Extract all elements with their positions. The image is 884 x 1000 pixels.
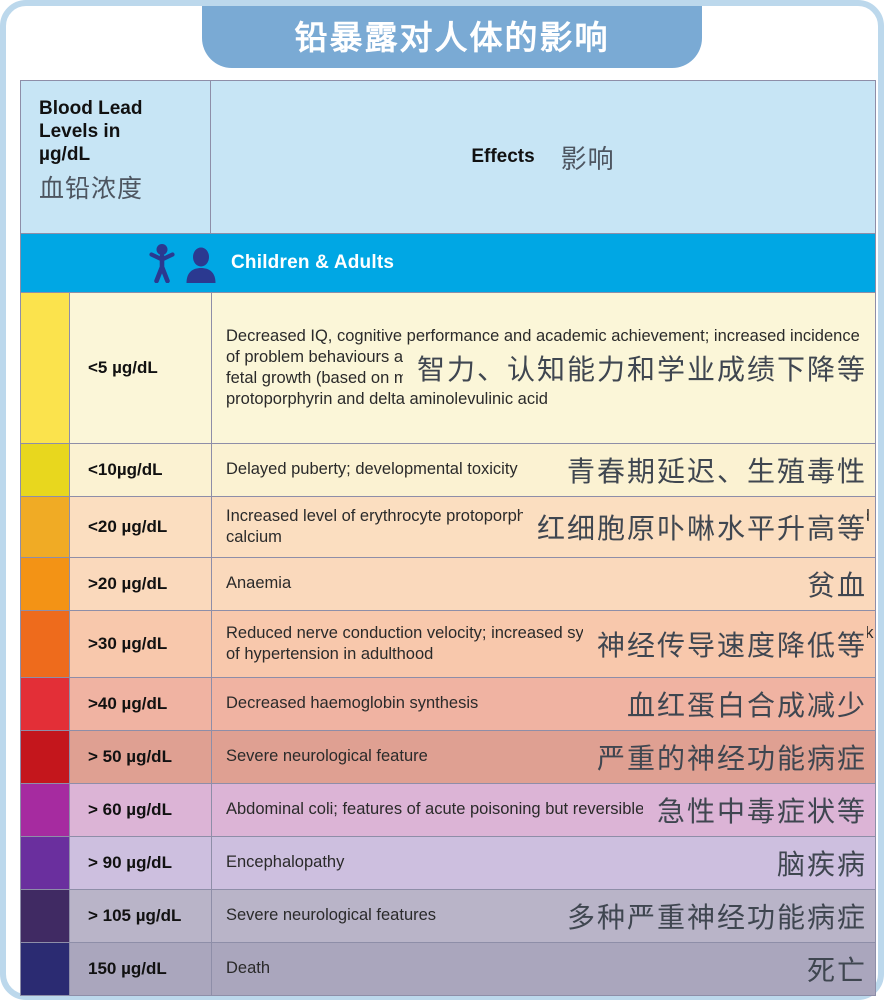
effect-text-en: Anaemia — [226, 574, 292, 593]
effect-cell: Encephalopathy 脑疾病 — [212, 837, 875, 889]
effect-cell: Decreased IQ, cognitive performance and … — [212, 293, 875, 443]
header-en-line-3: µg/dL — [39, 144, 91, 166]
effect-text-cn: 红细胞原卟啉水平升高等 — [522, 507, 867, 547]
table-row: >40 µg/dL Decreased haemoglobin synthesis… — [21, 678, 875, 731]
blood-lead-level-cell: >40 µg/dL — [70, 678, 212, 730]
table-row: > 50 µg/dL Severe neurological feature 严重的… — [21, 731, 875, 784]
table-row: <20 µg/dL Increased level of erythrocyte … — [21, 497, 875, 558]
effect-text-en: Severe neurological feature — [226, 747, 428, 766]
effect-text-cn: 急性中毒症状等 — [642, 790, 867, 830]
severity-color-swatch — [21, 611, 70, 677]
effect-text-cn: 智力、认知能力和学业成绩下降等 — [402, 348, 867, 388]
blood-lead-level-cell: 150 µg/dL — [70, 943, 212, 995]
blood-lead-level-cell: <20 µg/dL — [70, 497, 212, 557]
header-en-line-1: Blood Lead — [39, 98, 143, 119]
effect-text-en: Decreased haemoglobin synthesis — [226, 694, 479, 713]
blood-lead-level-cell: <5 µg/dL — [70, 293, 212, 443]
severity-color-swatch — [21, 784, 70, 836]
table-row: >30 µg/dL Reduced nerve conduction veloci… — [21, 611, 875, 678]
header-cell-blood-lead-levels: Blood Lead Levels in µg/dL 血铅浓度 — [21, 81, 211, 233]
effect-text-en: Delayed puberty; developmental toxicity — [226, 460, 518, 479]
severity-color-swatch — [21, 731, 70, 783]
table-row: > 60 µg/dL Abdominal coli; features of ac… — [21, 784, 875, 837]
blood-lead-level-cell: > 60 µg/dL — [70, 784, 212, 836]
effect-text-cn: 神经传导速度降低等 — [582, 624, 867, 664]
effect-text-cn: 贫血 — [792, 564, 867, 604]
blood-lead-level-cell: <10µg/dL — [70, 444, 212, 496]
table-header-row: Blood Lead Levels in µg/dL 血铅浓度 Effects … — [21, 81, 875, 234]
band-label: Children & Adults — [231, 252, 395, 273]
effect-text-en: Abdominal coli; features of acute poison… — [226, 800, 645, 819]
effect-cell: Death 死亡 — [212, 943, 875, 995]
header-cn-text: 血铅浓度 — [39, 174, 144, 203]
table-row: <10µg/dL Delayed puberty; developmental t… — [21, 444, 875, 497]
severity-color-swatch — [21, 837, 70, 889]
effect-text-cn: 多种严重神经功能病症 — [552, 896, 867, 936]
effect-cell: Decreased haemoglobin synthesis 血红蛋白合成减少 — [212, 678, 875, 730]
effect-text-cn: 严重的神经功能病症 — [582, 737, 867, 777]
severity-color-swatch — [21, 890, 70, 942]
table-row: <5 µg/dL Decreased IQ, cognitive performa… — [21, 293, 875, 444]
effect-text-cn: 死亡 — [792, 949, 867, 989]
effect-text-cn: 血红蛋白合成减少 — [612, 684, 867, 724]
effect-text-cn: 脑疾病 — [762, 843, 867, 883]
severity-color-swatch — [21, 444, 70, 496]
band-icon-group — [147, 243, 217, 283]
table-row: 150 µg/dL Death 死亡 — [21, 943, 875, 995]
blood-lead-level-cell: > 105 µg/dL — [70, 890, 212, 942]
effect-cell: Severe neurological features 多种严重神经功能病症 — [212, 890, 875, 942]
page-title: 铅暴露对人体的影响 — [294, 18, 610, 56]
header-effects-en: Effects — [471, 146, 535, 167]
blood-lead-level-cell: >30 µg/dL — [70, 611, 212, 677]
header-cell-effects: Effects 影响 — [211, 81, 875, 233]
blood-lead-level-cell: > 90 µg/dL — [70, 837, 212, 889]
blood-lead-level-cell: >20 µg/dL — [70, 558, 212, 610]
child-icon — [149, 244, 175, 283]
table-row: > 90 µg/dL Encephalopathy 脑疾病 — [21, 837, 875, 890]
header-effects-cn: 影响 — [560, 143, 615, 174]
severity-color-swatch — [21, 558, 70, 610]
lead-effects-table: Blood Lead Levels in µg/dL 血铅浓度 Effects … — [20, 80, 876, 996]
effect-cell: Severe neurological feature 严重的神经功能病症 — [212, 731, 875, 783]
table-row: > 105 µg/dL Severe neurological features 多… — [21, 890, 875, 943]
effect-cell: Reduced nerve conduction velocity; incre… — [212, 611, 875, 677]
header-en-text: Blood Lead Levels in µg/dL — [39, 97, 210, 167]
adult-icon — [186, 247, 216, 283]
children-adults-band: Children & Adults — [21, 234, 875, 293]
severity-color-swatch — [21, 497, 70, 557]
effect-cell: Abdominal coli; features of acute poison… — [212, 784, 875, 836]
effect-text-cn: 青春期延迟、生殖毒性 — [552, 450, 867, 490]
effect-cell: Increased level of erythrocyte protoporp… — [212, 497, 875, 557]
header-en-line-2: Levels in — [39, 121, 121, 143]
table-row: >20 µg/dL Anaemia 贫血 — [21, 558, 875, 611]
severity-color-swatch — [21, 293, 70, 443]
effect-cell: Anaemia 贫血 — [212, 558, 875, 610]
table-body: <5 µg/dL Decreased IQ, cognitive performa… — [21, 293, 875, 995]
blood-lead-level-cell: > 50 µg/dL — [70, 731, 212, 783]
effect-text-en: Encephalopathy — [226, 853, 345, 872]
title-tab: 铅暴露对人体的影响 — [202, 6, 702, 68]
effect-text-en: Death — [226, 959, 271, 978]
severity-color-swatch — [21, 943, 70, 995]
effect-cell: Delayed puberty; developmental toxicity 青… — [212, 444, 875, 496]
effect-text-en: Severe neurological features — [226, 906, 437, 925]
severity-color-swatch — [21, 678, 70, 730]
